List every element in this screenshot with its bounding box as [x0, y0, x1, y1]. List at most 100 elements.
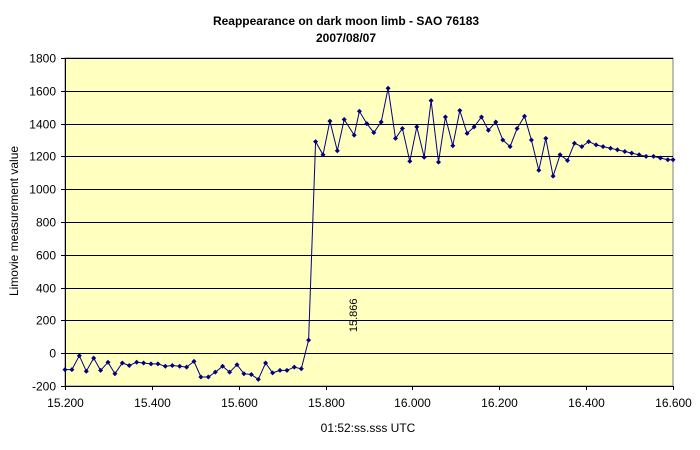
data-point	[98, 367, 104, 373]
data-point	[507, 144, 513, 150]
y-tick-label: 800	[36, 216, 56, 230]
data-point	[670, 157, 676, 163]
x-tick-label: 15.400	[134, 396, 171, 410]
data-point	[134, 359, 140, 365]
data-point	[608, 145, 613, 151]
data-point	[177, 363, 183, 369]
data-point	[205, 374, 211, 380]
data-point	[298, 366, 304, 372]
y-tick-label: 1000	[29, 183, 56, 197]
data-point	[565, 158, 570, 163]
y-tick-label: 1200	[29, 150, 56, 164]
data-point	[334, 148, 340, 154]
data-point	[148, 361, 154, 367]
chart-subtitle: 2007/08/07	[316, 31, 376, 45]
x-tick-label: 16.400	[568, 396, 605, 410]
y-tick-label: 1800	[29, 52, 56, 66]
data-point	[169, 363, 175, 368]
data-point	[407, 158, 413, 164]
data-point	[270, 370, 276, 376]
data-point	[385, 85, 391, 91]
data-point	[399, 126, 405, 131]
data-point	[536, 167, 542, 173]
data-point	[522, 113, 527, 119]
data-point	[313, 139, 319, 145]
gridlines	[65, 58, 673, 387]
data-point	[442, 114, 448, 120]
data-point	[393, 135, 398, 141]
data-point	[421, 154, 427, 160]
data-point	[162, 363, 168, 369]
data-point	[263, 360, 269, 366]
data-point	[543, 135, 549, 141]
data-point	[557, 152, 563, 158]
data-point	[155, 361, 161, 367]
y-tick-label: 0	[49, 347, 56, 361]
data-point	[191, 358, 197, 364]
data-point	[241, 371, 247, 377]
y-tick-label: 1400	[29, 118, 56, 132]
data-point	[614, 147, 620, 153]
data-point	[657, 155, 663, 161]
data-point	[327, 118, 333, 124]
data-point	[227, 369, 233, 375]
data-point	[514, 126, 520, 131]
data-point	[356, 108, 362, 114]
data-point	[629, 150, 635, 156]
data-point	[414, 124, 420, 130]
axes	[65, 58, 673, 387]
data-point	[126, 363, 132, 368]
x-tick-label: 15.200	[47, 396, 84, 410]
chart-title: Reappearance on dark moon limb - SAO 761…	[213, 14, 479, 28]
data-point	[579, 144, 585, 150]
data-point	[493, 119, 499, 125]
x-axis-label: 01:52:ss.sss UTC	[321, 421, 416, 435]
data-point	[464, 130, 470, 136]
data-point	[371, 130, 377, 136]
data-point	[105, 359, 111, 365]
data-point	[76, 353, 82, 359]
x-tick-label: 15.800	[308, 396, 345, 410]
x-axis-ticks: 15.200 15.400 15.600 15.800 16.000 16.200 16.4…	[47, 386, 692, 410]
data-point	[255, 376, 261, 382]
data-point	[248, 372, 254, 377]
y-tick-label: 1600	[29, 85, 56, 99]
data-point	[198, 374, 204, 380]
y-tick-label: 200	[36, 314, 56, 328]
data-point	[291, 364, 297, 370]
data-point	[212, 369, 218, 375]
y-tick-label: 600	[36, 249, 56, 263]
data-point	[428, 98, 434, 104]
data-point	[112, 371, 118, 377]
data-point	[184, 364, 190, 370]
data-point	[436, 159, 441, 165]
y-axis-label: Limovie measurement value	[7, 146, 21, 296]
data-point	[220, 363, 226, 369]
data-point	[119, 360, 125, 366]
data-point	[83, 368, 89, 374]
data-point	[528, 137, 534, 143]
data-point	[500, 137, 506, 143]
data-point	[622, 149, 628, 154]
data-point	[91, 355, 97, 361]
data-point	[651, 153, 656, 159]
x-tick-label: 16.600	[655, 396, 692, 410]
data-point	[306, 337, 312, 343]
data-point	[364, 121, 370, 127]
data-point	[351, 132, 357, 138]
data-point	[665, 157, 671, 163]
data-point	[636, 152, 642, 158]
data-points	[62, 85, 676, 382]
x-tick-label: 15.600	[221, 396, 258, 410]
data-point	[320, 152, 326, 158]
data-point	[550, 173, 556, 179]
data-point	[62, 367, 68, 373]
x-tick-label: 16.200	[481, 396, 518, 410]
data-annotation: 15.866	[348, 298, 360, 332]
data-point	[593, 142, 599, 148]
data-point	[600, 144, 606, 150]
data-point	[234, 362, 240, 368]
data-point	[341, 117, 347, 122]
data-point	[643, 153, 649, 159]
